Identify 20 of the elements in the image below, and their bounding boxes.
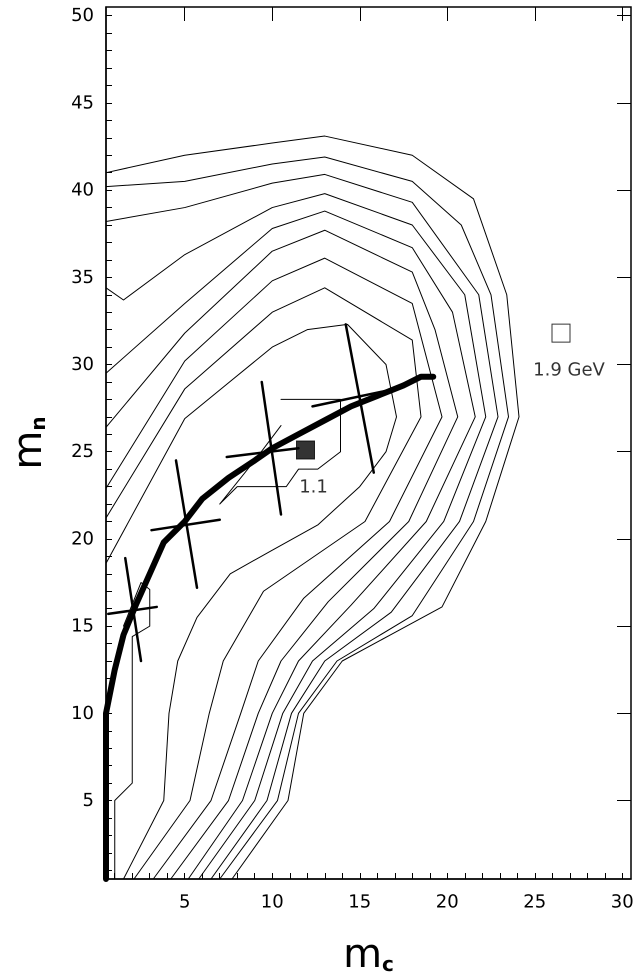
x-tick-label: 25 bbox=[523, 892, 546, 912]
y-tick-label: 25 bbox=[71, 441, 94, 462]
y-tick-label: 20 bbox=[71, 528, 94, 550]
x-tick-label: 5 bbox=[179, 892, 190, 912]
y-tick-label: 40 bbox=[71, 180, 94, 201]
x-tick-label: 15 bbox=[348, 892, 372, 912]
y-tick-label: 45 bbox=[71, 92, 94, 114]
y-tick-label: 5 bbox=[82, 790, 94, 812]
annotation: 1.1 bbox=[299, 476, 328, 498]
y-axis-title: mn bbox=[5, 416, 51, 470]
y-tick-label: 10 bbox=[71, 702, 94, 724]
y-tick-label: 35 bbox=[71, 266, 94, 288]
x-tick-label: 10 bbox=[260, 892, 284, 912]
y-tick-label: 15 bbox=[71, 616, 94, 637]
y-tick-label: 30 bbox=[71, 354, 94, 376]
y-tick-label: 50 bbox=[71, 5, 94, 26]
x-tick-label: 20 bbox=[436, 892, 459, 912]
annotation: 1.9 GeV bbox=[533, 360, 606, 381]
x-axis-title: mc bbox=[343, 931, 394, 977]
x-tick-label: 30 bbox=[610, 892, 634, 912]
